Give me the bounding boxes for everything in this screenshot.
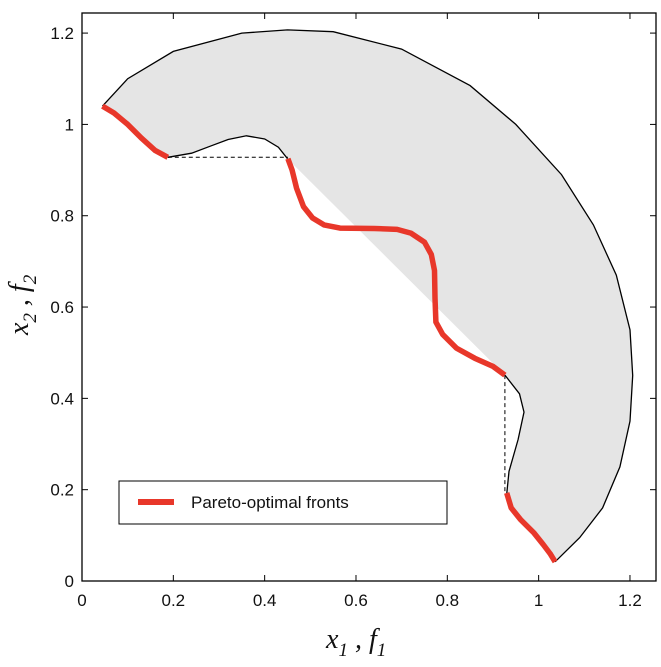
y-axis-label: x2 , f2 bbox=[4, 274, 41, 336]
axes-frame bbox=[81, 12, 657, 582]
outer-boundary bbox=[102, 29, 634, 563]
x-tick-label: 1 bbox=[534, 591, 543, 610]
y-tick-label: 0.2 bbox=[50, 481, 74, 500]
y-tick-label: 0 bbox=[65, 572, 74, 591]
x-tick-label: 0.2 bbox=[162, 591, 186, 610]
y-tick-label: 0.6 bbox=[50, 298, 74, 317]
x-tick-label: 0.8 bbox=[435, 591, 459, 610]
inner-boundary bbox=[167, 135, 289, 160]
feasible-region bbox=[102, 29, 633, 562]
y-tick-label: 1 bbox=[65, 115, 74, 134]
x-tick-label: 0.4 bbox=[253, 591, 277, 610]
pareto-front-segment bbox=[101, 103, 170, 160]
x-tick-label: 0.6 bbox=[344, 591, 368, 610]
y-tick-label: 1.2 bbox=[50, 24, 74, 43]
x-tick-label: 0 bbox=[77, 591, 86, 610]
x-axis-label: x1 , f1 bbox=[325, 624, 386, 661]
legend-label: Pareto-optimal fronts bbox=[191, 493, 349, 512]
plot-area bbox=[101, 29, 634, 564]
legend: Pareto-optimal fronts bbox=[118, 480, 448, 525]
y-tick-label: 0.4 bbox=[50, 389, 74, 408]
inner-boundary bbox=[504, 374, 525, 495]
pareto-front-segment bbox=[285, 157, 507, 378]
ticks: 0 0.2 0.4 0.6 0.8 1 1.2 0 0.2 0.4 0.6 0.8 1 1.2 bbox=[50, 13, 656, 610]
pareto-front-segment bbox=[504, 492, 558, 564]
y-tick-label: 0.8 bbox=[50, 207, 74, 226]
x-tick-label: 1.2 bbox=[618, 591, 642, 610]
